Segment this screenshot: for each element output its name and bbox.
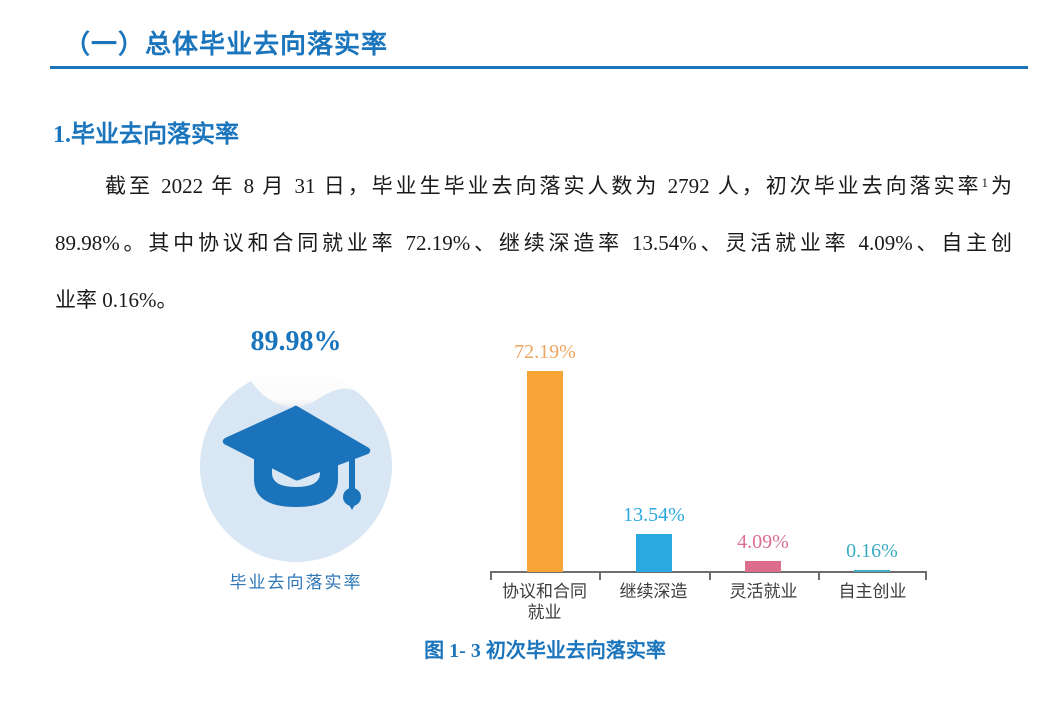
bar-value-label: 72.19% xyxy=(514,341,576,363)
bar-value-label: 4.09% xyxy=(737,531,789,553)
bar-chart: 72.19% 13.54% 4.09% 0.16% xyxy=(490,330,927,580)
figure-caption: 图 1- 3 初次毕业去向落实率 xyxy=(424,640,666,662)
subsection-heading: 1.毕业去向落实率 xyxy=(53,122,239,148)
axis-tick xyxy=(925,573,927,580)
chart-bar xyxy=(527,371,563,572)
paragraph-line-2: 89.98%。其中协议和合同就业率 72.19%、继续深造率 13.54%、灵活… xyxy=(55,231,1012,255)
footnote-marker: 1 xyxy=(981,175,989,190)
category-label: 自主创业 xyxy=(838,582,907,601)
axis-tick xyxy=(599,573,601,580)
chart-category-labels: 协议和合同 就业 继续深造 灵活就业 自主创业 xyxy=(490,581,927,629)
axis-tick xyxy=(709,573,711,580)
bar-value-label: 13.54% xyxy=(623,504,685,526)
axis-tick xyxy=(490,573,492,580)
chart-bar xyxy=(854,570,890,572)
stat-value: 89.98% xyxy=(250,326,342,357)
chart-bar xyxy=(636,534,672,572)
body-paragraph: 截至 2022 年 8 月 31 日，毕业生毕业去向落实人数为 2792 人，初… xyxy=(55,158,1012,329)
paragraph-line-1-text: 截至 2022 年 8 月 31 日，毕业生毕业去向落实人数为 2792 人，初… xyxy=(105,174,982,198)
bar-value-label: 0.16% xyxy=(846,540,898,562)
paragraph-line-3: 业率 0.16%。 xyxy=(55,288,178,312)
chart-bar xyxy=(745,561,781,572)
section-heading: （一）总体毕业去向落实率 xyxy=(64,30,389,59)
category-label: 继续深造 xyxy=(619,582,688,601)
chart-x-axis xyxy=(490,571,927,580)
heading-rule xyxy=(50,66,1028,69)
paragraph-line-1-tail: 为 xyxy=(988,174,1013,198)
paragraph-line-1: 截至 2022 年 8 月 31 日，毕业生毕业去向落实人数为 2792 人，初… xyxy=(55,158,1012,215)
category-label: 协议和合同 就业 xyxy=(502,582,587,622)
axis-tick xyxy=(818,573,820,580)
category-label: 灵活就业 xyxy=(729,582,798,601)
graduation-cap-badge xyxy=(200,370,392,562)
stat-label: 毕业去向落实率 xyxy=(229,573,363,592)
graduation-cap-icon xyxy=(200,370,392,562)
